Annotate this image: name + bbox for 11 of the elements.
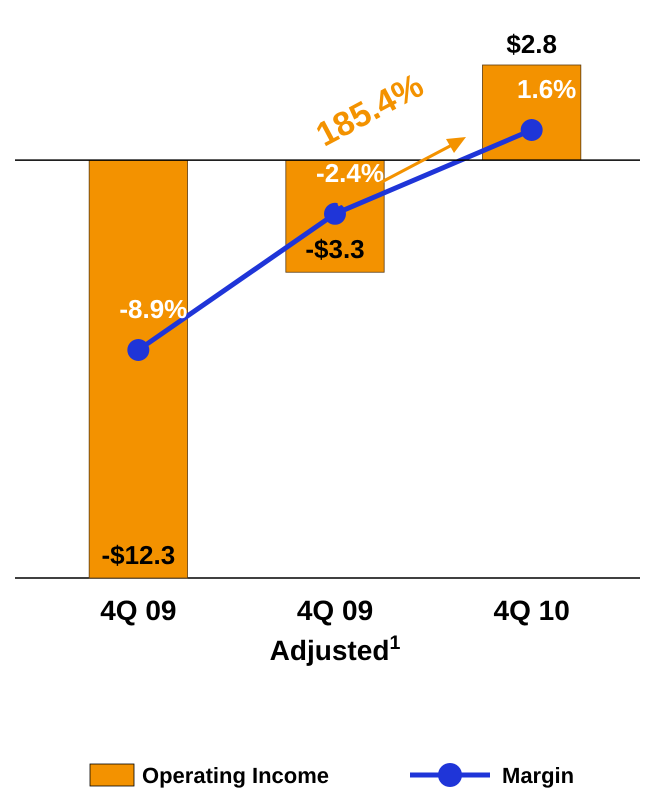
x-tick-label: 4Q 09 Adjusted$^{1}$: [270, 595, 400, 666]
legend-label: Operating Income: [142, 763, 330, 788]
data-label: $2.8: [506, 29, 557, 59]
data-label: -$12.3: [101, 540, 176, 570]
data-label: 1.6%: [517, 74, 576, 104]
x-tick-label: 4Q 10: [494, 595, 570, 626]
data-label: -8.9%: [119, 294, 188, 324]
x-tick-label: 4Q 09: [100, 595, 176, 626]
legend-label: Margin: [502, 763, 574, 788]
data-label: -$3.3: [305, 234, 365, 264]
data-label: -2.4%: [316, 158, 384, 188]
